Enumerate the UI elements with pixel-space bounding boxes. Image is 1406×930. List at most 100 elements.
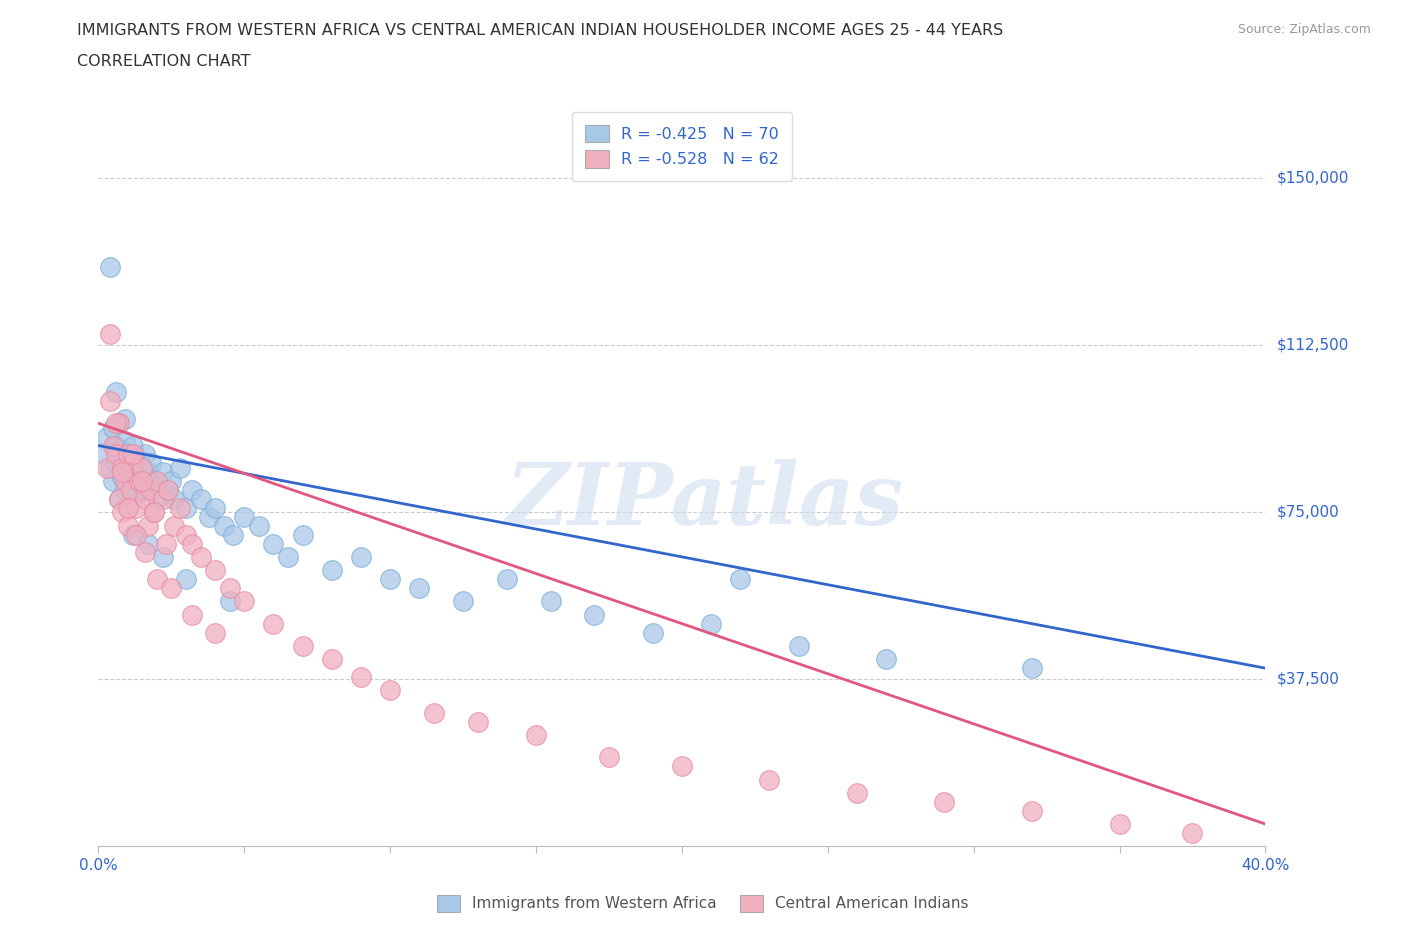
Point <box>117 451 139 466</box>
Point <box>111 470 134 485</box>
Point <box>169 500 191 515</box>
Point <box>198 510 221 525</box>
Point <box>131 460 153 475</box>
Point <box>101 473 124 488</box>
Point <box>146 492 169 507</box>
Point <box>1108 817 1130 831</box>
Point <box>233 594 256 609</box>
Point <box>174 572 197 587</box>
Point <box>98 260 121 275</box>
Point <box>204 563 226 578</box>
Point <box>125 487 148 502</box>
Point <box>122 527 145 542</box>
Point <box>134 483 156 498</box>
Point <box>1021 660 1043 675</box>
Text: $75,000: $75,000 <box>1277 505 1340 520</box>
Text: $112,500: $112,500 <box>1277 338 1348 352</box>
Point <box>163 518 186 533</box>
Point <box>120 483 142 498</box>
Point <box>96 460 118 475</box>
Point <box>218 580 240 595</box>
Point <box>104 447 127 462</box>
Point <box>212 518 235 533</box>
Point <box>262 536 284 551</box>
Point <box>875 652 897 667</box>
Point <box>671 759 693 774</box>
Point <box>125 527 148 542</box>
Point <box>146 572 169 587</box>
Point <box>122 438 145 453</box>
Point <box>321 563 343 578</box>
Point <box>114 433 136 448</box>
Point <box>934 794 956 809</box>
Point <box>136 536 159 551</box>
Point <box>139 456 162 471</box>
Point <box>204 500 226 515</box>
Point <box>128 470 150 485</box>
Point <box>174 527 197 542</box>
Point <box>598 750 620 764</box>
Point <box>190 492 212 507</box>
Point <box>134 492 156 507</box>
Point <box>174 500 197 515</box>
Point <box>117 518 139 533</box>
Point <box>125 456 148 471</box>
Point <box>233 510 256 525</box>
Point <box>101 420 124 435</box>
Text: $37,500: $37,500 <box>1277 671 1340 687</box>
Point <box>98 326 121 341</box>
Point <box>139 483 162 498</box>
Point <box>169 460 191 475</box>
Point <box>583 607 606 622</box>
Point <box>108 492 131 507</box>
Point <box>1021 804 1043 818</box>
Point <box>160 580 183 595</box>
Point <box>152 550 174 565</box>
Point <box>155 536 177 551</box>
Point <box>180 483 202 498</box>
Point <box>350 550 373 565</box>
Point <box>104 385 127 400</box>
Point <box>190 550 212 565</box>
Point <box>120 465 142 480</box>
Point <box>114 411 136 426</box>
Point <box>131 478 153 493</box>
Point <box>180 607 202 622</box>
Point <box>350 670 373 684</box>
Point <box>146 473 169 488</box>
Point <box>247 518 270 533</box>
Point <box>408 580 430 595</box>
Text: $150,000: $150,000 <box>1277 171 1348 186</box>
Point <box>104 438 127 453</box>
Text: Source: ZipAtlas.com: Source: ZipAtlas.com <box>1237 23 1371 36</box>
Point <box>131 473 153 488</box>
Point <box>262 617 284 631</box>
Point <box>160 473 183 488</box>
Point <box>641 625 664 640</box>
Text: IMMIGRANTS FROM WESTERN AFRICA VS CENTRAL AMERICAN INDIAN HOUSEHOLDER INCOME AGE: IMMIGRANTS FROM WESTERN AFRICA VS CENTRA… <box>77 23 1004 38</box>
Point <box>122 456 145 471</box>
Point <box>117 460 139 475</box>
Point <box>104 456 127 471</box>
Point <box>142 505 165 520</box>
Text: CORRELATION CHART: CORRELATION CHART <box>77 54 250 69</box>
Point <box>142 473 165 488</box>
Point <box>1181 826 1204 841</box>
Point <box>96 430 118 445</box>
Point <box>321 652 343 667</box>
Point <box>291 527 314 542</box>
Point <box>120 447 142 462</box>
Point <box>117 500 139 515</box>
Point <box>136 465 159 480</box>
Point <box>93 447 115 462</box>
Point <box>114 473 136 488</box>
Point <box>730 572 752 587</box>
Point <box>128 473 150 488</box>
Point <box>122 447 145 462</box>
Point <box>380 683 402 698</box>
Point <box>221 527 243 542</box>
Point <box>152 492 174 507</box>
Point <box>180 536 202 551</box>
Point <box>540 594 562 609</box>
Point <box>136 518 159 533</box>
